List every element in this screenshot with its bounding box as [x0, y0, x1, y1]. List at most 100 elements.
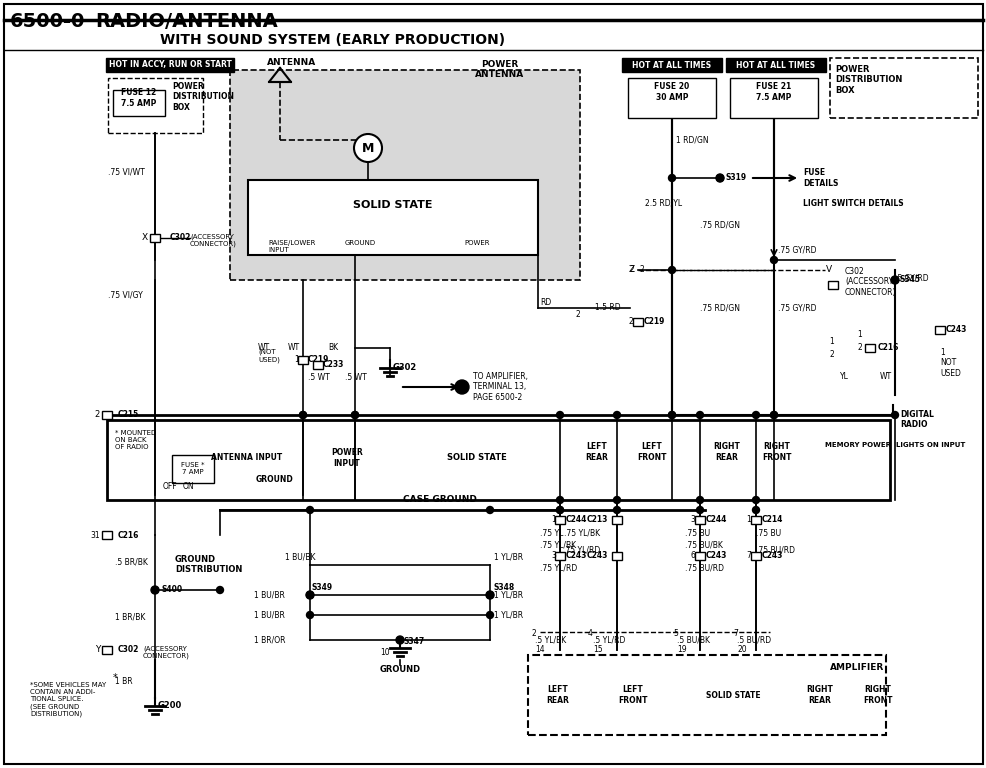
- Bar: [106, 420, 889, 500]
- Text: C219: C219: [308, 356, 329, 365]
- Text: M: M: [362, 141, 374, 154]
- Text: 1 BR: 1 BR: [115, 677, 132, 687]
- Text: .75 BU/RD: .75 BU/RD: [684, 564, 724, 572]
- Text: RIGHT
FRONT: RIGHT FRONT: [863, 685, 892, 705]
- Text: 1 RD/GN: 1 RD/GN: [675, 135, 708, 144]
- Text: .5 GY/RD: .5 GY/RD: [894, 273, 928, 283]
- Text: .5 YL/BK: .5 YL/BK: [534, 635, 566, 644]
- Circle shape: [696, 496, 703, 504]
- Text: 1: 1: [294, 356, 299, 365]
- Circle shape: [751, 412, 759, 419]
- Text: GROUND
DISTRIBUTION: GROUND DISTRIBUTION: [175, 555, 243, 574]
- Circle shape: [299, 412, 307, 419]
- Bar: [298, 356, 308, 364]
- Text: S347: S347: [402, 637, 424, 647]
- Text: GROUND: GROUND: [255, 475, 294, 485]
- Bar: [730, 78, 817, 118]
- Text: HOT AT ALL TIMES: HOT AT ALL TIMES: [632, 61, 711, 69]
- Text: Y: Y: [95, 645, 100, 654]
- Text: WT: WT: [288, 343, 300, 353]
- Text: Z: Z: [628, 266, 634, 274]
- Circle shape: [668, 266, 674, 273]
- Bar: [750, 552, 760, 560]
- Text: GROUND: GROUND: [379, 665, 420, 674]
- Text: (ACCESSORY
CONNECTOR): (ACCESSORY CONNECTOR): [190, 233, 237, 247]
- Text: C215: C215: [118, 411, 139, 419]
- Text: RIGHT
REAR: RIGHT REAR: [806, 685, 832, 705]
- Circle shape: [486, 507, 493, 514]
- Text: X: X: [142, 233, 148, 243]
- Text: C233: C233: [322, 360, 344, 369]
- Bar: [554, 516, 564, 524]
- Text: C216: C216: [118, 531, 139, 539]
- Text: SOLID STATE: SOLID STATE: [705, 690, 759, 700]
- Text: LEFT
REAR: LEFT REAR: [546, 685, 569, 705]
- Text: * MOUNTED
ON BACK
OF RADIO: * MOUNTED ON BACK OF RADIO: [115, 430, 156, 450]
- Circle shape: [668, 412, 674, 419]
- Text: C244: C244: [705, 515, 727, 525]
- Circle shape: [770, 412, 777, 419]
- Circle shape: [556, 412, 563, 419]
- Text: POWER
INPUT: POWER INPUT: [330, 449, 363, 468]
- Circle shape: [751, 496, 759, 504]
- Text: LEFT
REAR: LEFT REAR: [585, 442, 607, 462]
- Text: 3: 3: [689, 515, 694, 525]
- Text: 19: 19: [676, 645, 686, 654]
- Text: FUSE *
7 AMP: FUSE * 7 AMP: [181, 462, 204, 475]
- Text: BK: BK: [327, 343, 338, 353]
- Text: 1 YL/BR: 1 YL/BR: [494, 552, 523, 561]
- Text: .75 GY/RD: .75 GY/RD: [777, 246, 815, 254]
- Text: 3: 3: [550, 551, 555, 561]
- Circle shape: [151, 586, 159, 594]
- Text: 2.5 RD/YL: 2.5 RD/YL: [644, 198, 681, 207]
- Bar: [621, 58, 722, 72]
- Text: 31: 31: [91, 531, 100, 539]
- Bar: [313, 361, 322, 369]
- Text: S349: S349: [312, 582, 333, 591]
- Text: G200: G200: [158, 701, 182, 710]
- Text: OFF: OFF: [163, 482, 177, 491]
- Text: 2: 2: [857, 343, 861, 353]
- Text: WT: WT: [880, 372, 891, 382]
- Text: .5 WT: .5 WT: [345, 373, 367, 382]
- Bar: [247, 180, 537, 255]
- Circle shape: [486, 611, 493, 618]
- Text: 7: 7: [733, 628, 738, 637]
- Text: S400: S400: [162, 585, 183, 594]
- Text: LEFT
FRONT: LEFT FRONT: [617, 685, 647, 705]
- Text: FUSE
DETAILS: FUSE DETAILS: [803, 168, 837, 187]
- Bar: [102, 646, 111, 654]
- Text: POWER: POWER: [481, 60, 518, 69]
- Text: LEFT
FRONT: LEFT FRONT: [637, 442, 667, 462]
- Text: DIGITAL
RADIO: DIGITAL RADIO: [899, 410, 933, 429]
- Text: RAISE/LOWER
INPUT: RAISE/LOWER INPUT: [268, 240, 316, 253]
- Text: C243: C243: [565, 551, 587, 561]
- Bar: [106, 58, 234, 72]
- Text: 20: 20: [737, 645, 745, 654]
- Bar: [102, 531, 111, 539]
- Circle shape: [668, 412, 674, 419]
- Text: 1 BR/OR: 1 BR/OR: [253, 635, 285, 644]
- Circle shape: [696, 412, 703, 419]
- Circle shape: [715, 174, 724, 182]
- Text: *: *: [112, 673, 117, 683]
- Text: C219: C219: [643, 317, 665, 326]
- Text: C243: C243: [586, 551, 607, 561]
- Text: RIGHT
REAR: RIGHT REAR: [713, 442, 740, 462]
- Text: 4: 4: [588, 628, 593, 637]
- Circle shape: [455, 380, 468, 394]
- Text: S319: S319: [725, 174, 745, 183]
- Circle shape: [613, 507, 620, 514]
- Text: C243: C243: [761, 551, 783, 561]
- Text: POWER: POWER: [464, 240, 489, 246]
- Bar: [150, 234, 160, 242]
- Bar: [172, 455, 214, 483]
- Circle shape: [770, 257, 777, 263]
- Circle shape: [307, 507, 314, 514]
- Bar: [694, 552, 704, 560]
- Text: .75 BU: .75 BU: [684, 529, 709, 538]
- Text: 1 YL/BR: 1 YL/BR: [494, 611, 523, 620]
- Text: TO AMPLIFIER,
TERMINAL 13,
PAGE 6500-2: TO AMPLIFIER, TERMINAL 13, PAGE 6500-2: [472, 372, 528, 402]
- Bar: [726, 58, 825, 72]
- Text: 2: 2: [629, 266, 633, 274]
